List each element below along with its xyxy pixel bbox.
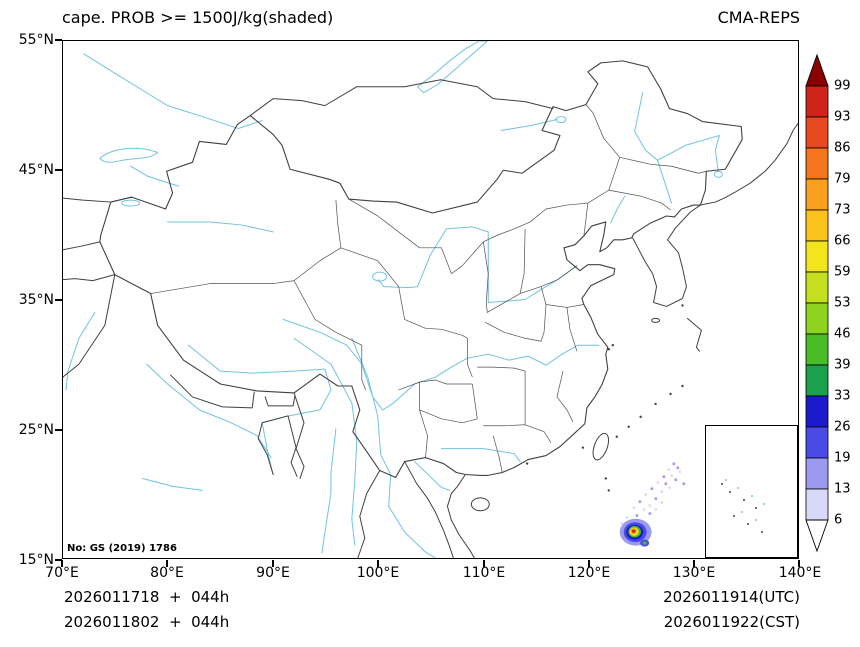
inset-islands-dark (721, 483, 763, 533)
y-tick-25n: 25°N (18, 422, 54, 438)
x-tick-110e: 110°E (462, 565, 506, 581)
rivers (65, 41, 723, 558)
map-frame: No: GS (2019) 1786 (62, 40, 799, 559)
x-tick-mark (483, 560, 485, 567)
y-tick-mark (55, 299, 62, 301)
y-tick-mark (55, 39, 62, 41)
x-tick-130e: 130°E (672, 565, 716, 581)
model-label: CMA-REPS (717, 8, 800, 27)
cbar-label-66: 66 (834, 233, 851, 249)
colorbar-seg (805, 147, 829, 180)
prob-core-99 (631, 529, 636, 533)
china-map (63, 41, 798, 558)
colorbar-seg (805, 488, 829, 521)
x-tick-mark (693, 560, 695, 567)
lake-issyk-kul (121, 199, 141, 207)
probability-speckles-medium (635, 462, 686, 517)
x-tick-120e: 120°E (567, 565, 611, 581)
cbar-label-73: 73 (834, 202, 851, 218)
province-borders (150, 104, 707, 473)
colorbar-arrow-top (805, 53, 829, 87)
x-tick-70e: 70°E (45, 565, 79, 581)
init-time-cst-lead: 2026011802 + 044h (64, 613, 230, 631)
colorbar-arrow-bottom (805, 519, 829, 553)
colorbar-seg (805, 364, 829, 397)
cbar-label-79: 79 (834, 171, 851, 187)
lake-khanka (713, 170, 723, 178)
lake-baikal (417, 41, 488, 94)
cbar-label-59: 59 (834, 264, 851, 280)
colorbar-seg (805, 85, 829, 118)
page-title: cape. PROB >= 1500J/kg(shaded) (62, 8, 334, 27)
china-national-border (99, 60, 743, 479)
colorbar (805, 53, 829, 553)
lake-hulun (555, 116, 567, 124)
cbar-label-99: 99 (834, 78, 851, 94)
foreign-borders (63, 79, 798, 558)
colorbar-seg (805, 271, 829, 304)
y-tick-mark (55, 559, 62, 561)
y-tick-mark (55, 169, 62, 171)
x-tick-mark (798, 560, 800, 567)
x-tick-140e: 140°E (778, 565, 822, 581)
y-tick-35n: 35°N (18, 292, 54, 308)
jeju-island (651, 317, 661, 323)
probability-shading (619, 462, 686, 547)
colorbar-seg (805, 333, 829, 366)
x-tick-mark (377, 560, 379, 567)
small-islands (525, 304, 684, 492)
colorbar-seg (805, 426, 829, 459)
valid-time-utc: 2026011914(UTC) (663, 588, 800, 606)
lake-qinghai (372, 271, 388, 282)
colorbar-seg (805, 178, 829, 211)
taiwan-island (592, 432, 610, 461)
y-tick-15n: 15°N (18, 552, 54, 568)
probability-speckles-light (620, 468, 681, 525)
x-tick-mark (272, 560, 274, 567)
province-border-lines (150, 104, 707, 473)
map-note: No: GS (2019) 1786 (67, 543, 177, 554)
x-tick-100e: 100°E (356, 565, 400, 581)
y-tick-mark (55, 429, 62, 431)
colorbar-seg (805, 116, 829, 149)
x-tick-mark (588, 560, 590, 567)
colorbar-seg (805, 457, 829, 490)
cbar-label-33: 33 (834, 388, 851, 404)
prob-tail-green (642, 541, 647, 545)
init-time-utc-lead: 2026011718 + 044h (64, 588, 230, 606)
y-tick-45n: 45°N (18, 162, 54, 178)
cbar-label-39: 39 (834, 357, 851, 373)
x-tick-90e: 90°E (256, 565, 290, 581)
inset-box (705, 425, 798, 558)
hainan-island (470, 497, 490, 512)
x-tick-mark (166, 560, 168, 567)
valid-time-cst: 2026011922(CST) (663, 613, 800, 631)
colorbar-seg (805, 302, 829, 335)
cbar-label-93: 93 (834, 109, 851, 125)
cbar-label-13: 13 (834, 481, 851, 497)
cbar-label-53: 53 (834, 295, 851, 311)
china-outline (99, 60, 743, 479)
colorbar-seg (805, 240, 829, 273)
cbar-label-6: 6 (834, 512, 843, 528)
x-tick-80e: 80°E (150, 565, 184, 581)
colorbar-seg (805, 209, 829, 242)
cbar-label-26: 26 (834, 419, 851, 435)
river-lines (65, 53, 720, 558)
x-tick-mark (61, 560, 63, 567)
cbar-label-86: 86 (834, 140, 851, 156)
cbar-label-46: 46 (834, 326, 851, 342)
inset-islands-water (725, 479, 765, 521)
y-tick-55n: 55°N (18, 32, 54, 48)
cbar-label-19: 19 (834, 450, 851, 466)
colorbar-seg (805, 395, 829, 428)
lake-balkhash (99, 147, 159, 163)
inset-map (721, 479, 765, 533)
foreign-border-lines (63, 79, 798, 558)
